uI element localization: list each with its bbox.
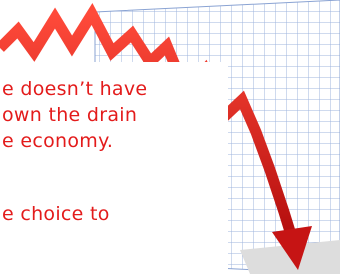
- text-line: e economy.: [2, 130, 113, 152]
- page: {"text": {"lines": ["e doesn’t have", "o…: [0, 0, 340, 274]
- text-box: e doesn’t have own the drain e economy. …: [0, 62, 228, 274]
- text-line: own the drain: [2, 104, 137, 126]
- text-line: e doesn’t have: [2, 78, 147, 100]
- text-line: e choice to: [2, 203, 110, 225]
